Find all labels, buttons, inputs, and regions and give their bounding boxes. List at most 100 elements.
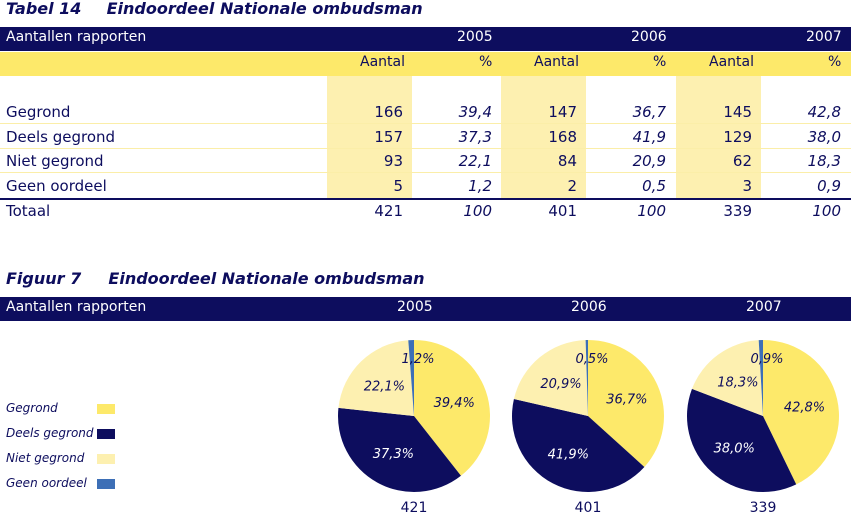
table-title-number: Tabel 14 [6,0,82,18]
table-cell: 5 [393,177,403,195]
pie-slice-2007-deels-gegrond [687,388,797,492]
table-cell: 42,8 [807,103,841,121]
pie-slice-2006-deels-gegrond [512,398,645,493]
pie-label: 39,4% [434,396,475,411]
pie-label: 1,2% [401,352,434,367]
col-aantal-2005: Aantal [360,54,405,70]
table-cell: 0,5 [642,177,666,195]
figure-year-2007: 2007 [746,299,782,315]
table-cell: 18,3 [807,152,841,170]
figure-header-band: Aantallen rapporten 2005 2006 2007 [0,297,851,321]
shade-col-2005 [327,76,412,198]
total-divider [0,198,851,200]
figure-year-2005: 2005 [397,299,433,315]
table-cell: 39,4 [458,103,492,121]
shade-col-2006 [501,76,586,198]
table-header-band: Aantallen rapporten 2005 2006 2007 [0,27,851,51]
pie-slice-2007-geen-oordeel [758,340,763,416]
pie-total: 339 [750,500,777,513]
row-separator [0,172,851,173]
legend-niet-gegrond: Niet gegrond [6,451,85,465]
table-year-2007: 2007 [806,29,842,45]
table-subheader: Aantal % Aantal % Aantal % [0,52,851,76]
table-row: Deels gegrond 157 37,3 168 41,9 129 38,0 [0,125,851,149]
table-title-text: Eindoordeel Nationale ombudsman [106,0,423,18]
row-separator [0,148,851,149]
table-cell: 22,1 [458,152,492,170]
legend-geen-oordeel: Geen oordeel [6,476,87,490]
pie-label: 41,9% [548,448,589,463]
pie-slice-2005-geen-oordeel [408,340,414,416]
pie-label: 0,9% [750,352,783,367]
table-cell: 38,0 [807,128,841,146]
table-cell: 147 [548,103,577,121]
total-cell: 421 [374,202,403,220]
pie-slice-2005-niet-gegrond [338,340,414,416]
table-year-2006: 2006 [631,29,667,45]
total-cell: 401 [548,202,577,220]
row-label: Niet gegrond [6,152,104,170]
col-aantal-2006: Aantal [534,54,579,70]
pie-slice-2006-niet-gegrond [513,340,588,416]
table-cell: 0,9 [817,177,841,195]
table-cell: 157 [374,128,403,146]
table-cell: 84 [557,152,577,170]
pie-label: 42,8% [784,400,825,415]
legend-swatch-deels-gegrond [97,429,115,439]
legend-swatch-geen-oordeel [97,479,115,489]
total-cell: 100 [463,202,492,220]
table-cell: 3 [742,177,752,195]
pie-slice-2007-niet-gegrond [691,340,763,416]
figure-year-2006: 2006 [571,299,607,315]
figure-header-label: Aantallen rapporten [6,299,147,315]
row-separator [0,123,851,124]
total-cell: 339 [723,202,752,220]
col-pct-2005: % [479,54,493,70]
total-cell: 100 [637,202,666,220]
table-cell: 166 [374,103,403,121]
pie-slice-2005-deels-gegrond [337,407,461,492]
col-pct-2006: % [653,54,667,70]
legend-gegrond: Gegrond [6,401,58,415]
row-label: Deels gegrond [6,128,116,146]
legend-swatch-niet-gegrond [97,454,115,464]
shade-col-2007 [676,76,761,198]
table-row-total: Totaal 421 100 401 100 339 100 [0,199,851,223]
table-cell: 41,9 [632,128,666,146]
pie-label: 20,9% [540,377,581,392]
pie-slice-2005-gegrond [414,340,490,476]
pie-label: 18,3% [717,376,758,391]
row-label: Geen oordeel [6,177,107,195]
table-row: Geen oordeel 5 1,2 2 0,5 3 0,9 [0,174,851,198]
pie-total: 401 [575,500,602,513]
pie-label: 22,1% [364,379,405,394]
figure-title: Figuur 7 Eindoordeel Nationale ombudsman [6,269,425,288]
table-title: Tabel 14 Eindoordeel Nationale ombudsman [6,0,423,18]
figure-title-number: Figuur 7 [6,269,82,288]
figure-title-text: Eindoordeel Nationale ombudsman [108,269,425,288]
total-cell: 100 [812,202,841,220]
pie-label: 0,5% [575,352,608,367]
table-header-label: Aantallen rapporten [6,29,147,45]
table-row: Niet gegrond 93 22,1 84 20,9 62 18,3 [0,149,851,173]
pie-label: 36,7% [606,393,647,408]
col-aantal-2007: Aantal [709,54,754,70]
table-cell: 36,7 [632,103,666,121]
pie-slice-2006-gegrond [588,340,665,467]
legend-swatch-gegrond [97,404,115,414]
table-cell: 168 [548,128,577,146]
table-cell: 93 [383,152,403,170]
table-year-2005: 2005 [457,29,493,45]
table-cell: 1,2 [468,177,492,195]
pie-label: 37,3% [373,447,414,462]
table-row: Gegrond 166 39,4 147 36,7 145 42,8 [0,100,851,124]
pie-slice-2006-geen-oordeel [585,340,588,416]
pie-label: 38,0% [714,441,755,456]
table-cell: 20,9 [632,152,666,170]
table-cell: 2 [567,177,577,195]
table-cell: 62 [732,152,752,170]
pie-total: 421 [401,500,428,513]
table-cell: 37,3 [458,128,492,146]
table-cell: 129 [723,128,752,146]
